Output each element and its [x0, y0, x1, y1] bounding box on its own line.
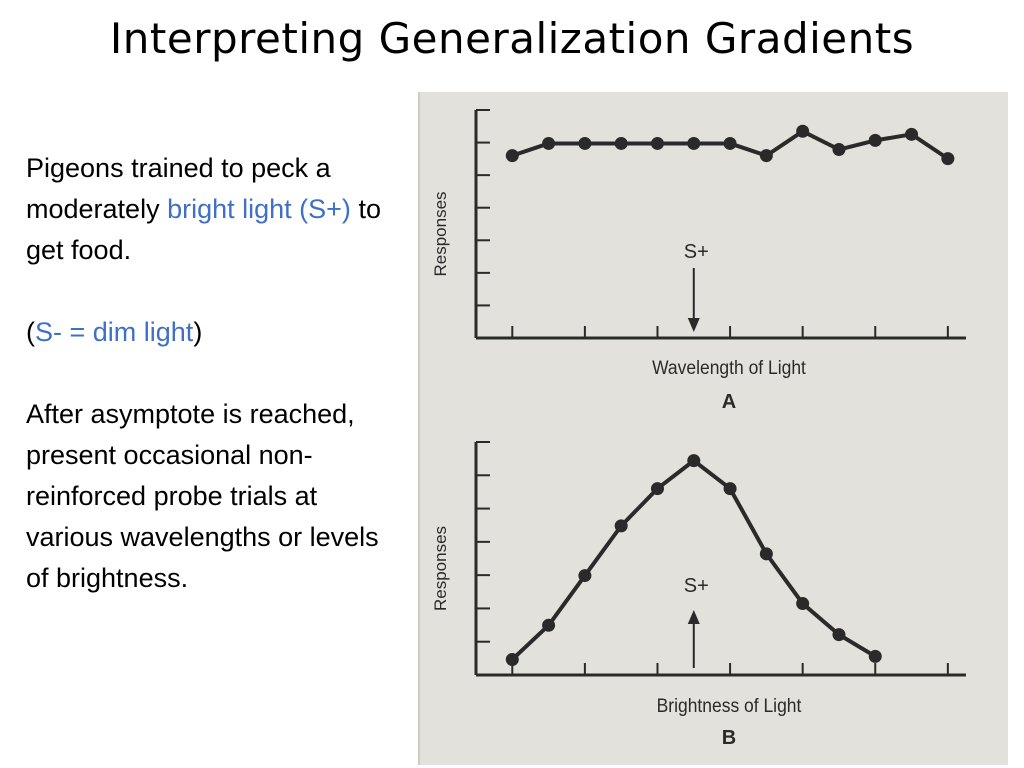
data-point	[542, 618, 556, 632]
slide-title: Interpreting Generalization Gradients	[109, 14, 915, 63]
data-point	[578, 569, 592, 583]
figure-panel: Responses Wavelength of Light A S+ Responses…	[418, 92, 1008, 765]
splus-marker-label: S+	[684, 575, 709, 597]
data-point	[650, 136, 664, 150]
data-point	[687, 454, 701, 468]
data-point	[650, 482, 664, 496]
data-point	[759, 149, 773, 163]
sminus-highlight: S- = dim light	[35, 317, 194, 347]
x-axis-label: Brightness of Light	[657, 694, 802, 716]
y-axis-label: Responses	[431, 191, 450, 276]
data-point	[796, 124, 810, 138]
description-text: Pigeons trained to peck a moderately bri…	[26, 148, 406, 640]
paren-close: )	[193, 317, 203, 347]
data-point	[868, 133, 882, 147]
data-point	[796, 597, 810, 611]
training-text-end: to get food.	[26, 194, 381, 265]
data-point	[723, 482, 737, 496]
data-point	[723, 136, 737, 150]
x-axis-label: Wavelength of Light	[652, 356, 806, 378]
data-point	[505, 149, 519, 163]
splus-highlight: bright light (S+)	[167, 194, 351, 224]
data-point	[832, 628, 846, 642]
y-axis-label: Responses	[431, 526, 450, 611]
data-point	[832, 143, 846, 157]
arrow-head-up	[687, 610, 700, 624]
probe-paragraph: After asymptote is reached, present occa…	[26, 399, 379, 593]
data-point	[505, 652, 519, 666]
splus-marker-label: S+	[684, 241, 709, 263]
data-point	[614, 136, 628, 150]
chart-a: Responses Wavelength of Light A S+	[431, 109, 966, 413]
data-point	[905, 127, 919, 141]
training-text-start: Pigeons trained to peck a moderately	[26, 153, 331, 224]
training-paragraph: Pigeons trained to peck a moderately bri…	[26, 148, 406, 271]
data-point	[542, 136, 556, 150]
data-point	[687, 136, 701, 150]
data-point	[759, 547, 773, 561]
paren-open: (	[26, 317, 35, 347]
panel-label: B	[722, 727, 736, 749]
panel-label: A	[722, 391, 736, 413]
data-point	[941, 152, 955, 166]
data-point	[578, 136, 592, 150]
sminus-paragraph: (S- = dim light)	[26, 312, 406, 353]
chart-b: Responses Brightness of Light B S+	[431, 441, 966, 749]
arrow-head-down	[687, 318, 700, 332]
data-point	[868, 649, 882, 663]
data-point	[614, 519, 628, 533]
